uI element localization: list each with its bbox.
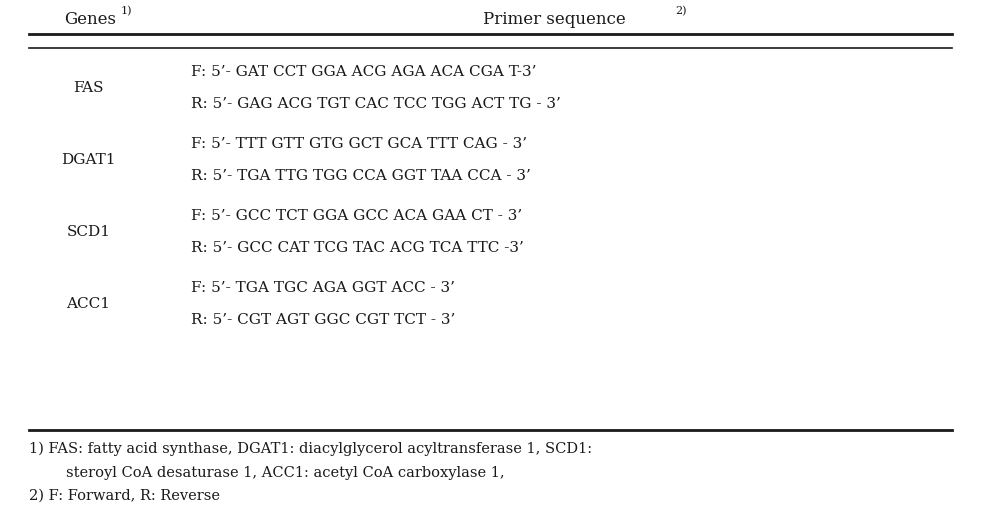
Text: 2): 2): [675, 6, 687, 17]
Text: 1): 1): [121, 6, 132, 17]
Text: R: 5’- GCC CAT TCG TAC ACG TCA TTC -3’: R: 5’- GCC CAT TCG TAC ACG TCA TTC -3’: [191, 241, 524, 255]
Text: 1) FAS: fatty acid synthase, DGAT1: diacylglycerol acyltransferase 1, SCD1:: 1) FAS: fatty acid synthase, DGAT1: diac…: [29, 442, 593, 456]
Text: F: 5’- GCC TCT GGA GCC ACA GAA CT - 3’: F: 5’- GCC TCT GGA GCC ACA GAA CT - 3’: [191, 209, 523, 222]
Text: R: 5’- GAG ACG TGT CAC TCC TGG ACT TG - 3’: R: 5’- GAG ACG TGT CAC TCC TGG ACT TG - …: [191, 97, 561, 111]
Text: R: 5’- TGA TTG TGG CCA GGT TAA CCA - 3’: R: 5’- TGA TTG TGG CCA GGT TAA CCA - 3’: [191, 169, 531, 183]
Text: ACC1: ACC1: [67, 297, 110, 311]
Text: 2) F: Forward, R: Reverse: 2) F: Forward, R: Reverse: [29, 489, 221, 503]
Text: steroyl CoA desaturase 1, ACC1: acetyl CoA carboxylase 1,: steroyl CoA desaturase 1, ACC1: acetyl C…: [29, 466, 505, 480]
Text: F: 5’- TGA TGC AGA GGT ACC - 3’: F: 5’- TGA TGC AGA GGT ACC - 3’: [191, 281, 455, 294]
Text: FAS: FAS: [73, 81, 104, 95]
Text: Genes: Genes: [64, 11, 116, 28]
Text: Primer sequence: Primer sequence: [483, 11, 626, 28]
Text: R: 5’- CGT AGT GGC CGT TCT - 3’: R: 5’- CGT AGT GGC CGT TCT - 3’: [191, 313, 455, 327]
Text: F: 5’- GAT CCT GGA ACG AGA ACA CGA T-3’: F: 5’- GAT CCT GGA ACG AGA ACA CGA T-3’: [191, 65, 537, 79]
Text: SCD1: SCD1: [67, 225, 110, 239]
Text: F: 5’- TTT GTT GTG GCT GCA TTT CAG - 3’: F: 5’- TTT GTT GTG GCT GCA TTT CAG - 3’: [191, 137, 528, 151]
Text: DGAT1: DGAT1: [61, 153, 116, 167]
